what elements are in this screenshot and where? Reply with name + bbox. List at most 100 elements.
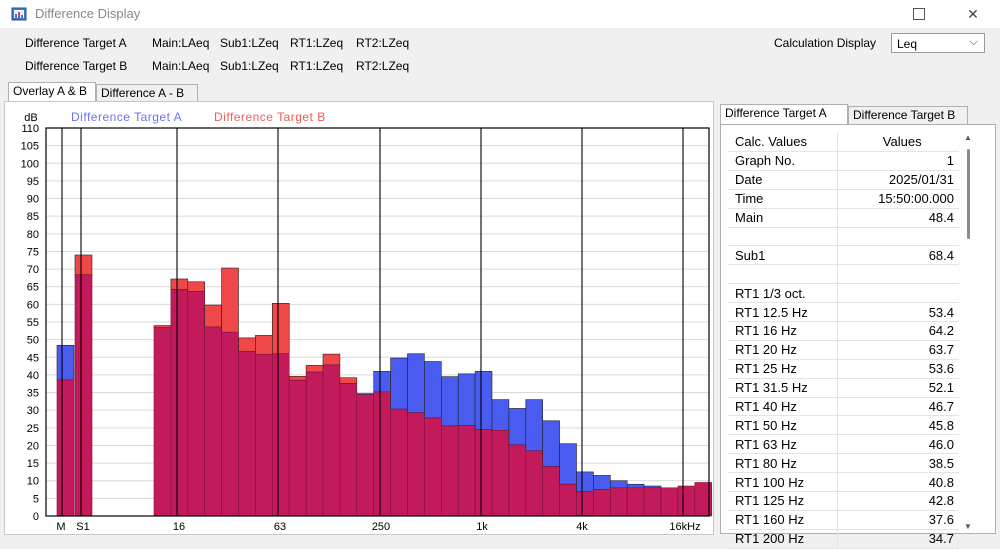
bar-target-a [593, 475, 611, 490]
row-name: RT1 100 Hz [728, 472, 839, 493]
bar-overlap [440, 425, 459, 517]
row-name: RT1 12.5 Hz [728, 302, 839, 323]
window-title: Difference Display [35, 6, 141, 21]
row-name: Graph No. [728, 151, 839, 171]
table-row[interactable]: RT1 25 Hz 53.6 [728, 359, 959, 379]
bar-target-a [474, 371, 493, 430]
scroll-up-icon[interactable]: ▲ [964, 133, 972, 142]
table-row[interactable]: Sub1 68.4 [728, 245, 959, 266]
row-value: 46.0 [837, 434, 959, 455]
table-row[interactable]: RT1 12.5 Hz 53.4 [728, 302, 959, 323]
target-b-main: Main:LAeq [152, 59, 210, 73]
vertical-scrollbar[interactable]: ▲ ▼ [961, 133, 975, 531]
table-row[interactable]: RT1 80 Hz 38.5 [728, 453, 959, 474]
row-value: 42.8 [837, 491, 959, 511]
tab-difference[interactable]: Difference A - B [96, 84, 198, 102]
bar-target-b [339, 377, 358, 384]
overlay-chart: 0 5 10 15 20 25 30 35 40 45 50 55 60 65 70 75 80 85 90 95 10… [21, 110, 712, 533]
table-row[interactable]: RT1 40 Hz 46.7 [728, 397, 959, 417]
bar-target-a [609, 480, 628, 489]
calc-display-label: Calculation Display [774, 36, 877, 50]
title-bar: Difference Display ✕ [0, 0, 1000, 28]
table-row[interactable] [728, 227, 959, 247]
bar-target-b [187, 281, 206, 292]
bar-overlap [74, 274, 93, 517]
row-name [728, 227, 839, 247]
bar-target-a [525, 399, 543, 452]
target-a-main: Main:LAeq [152, 36, 210, 50]
row-value: 63.7 [837, 340, 959, 360]
table-row[interactable]: RT1 63 Hz 46.0 [728, 434, 959, 455]
bar-target-b [305, 365, 324, 373]
row-name: RT1 1/3 oct. [728, 283, 839, 304]
target-b-rt1: RT1:LZeq [290, 59, 344, 73]
row-name: RT1 125 Hz [728, 491, 839, 511]
bar-target-a [407, 353, 425, 413]
bar-overlap [660, 487, 679, 517]
bar-target-b [74, 254, 93, 276]
table-row[interactable]: RT1 20 Hz 63.7 [728, 340, 959, 360]
table-row[interactable]: RT1 16 Hz 64.2 [728, 321, 959, 341]
y-tick-label: 100 [21, 158, 39, 170]
tab-overlay[interactable]: Overlay A & B [8, 82, 96, 102]
row-value: 52.1 [837, 378, 959, 398]
table-row[interactable]: RT1 160 Hz 37.6 [728, 510, 959, 530]
y-tick-label: 110 [21, 123, 39, 135]
table-row[interactable]: RT1 31.5 Hz 52.1 [728, 378, 959, 398]
row-name: RT1 160 Hz [728, 510, 839, 530]
table-row[interactable] [728, 264, 959, 285]
bar-overlap [221, 331, 239, 517]
bar-target-a [508, 408, 527, 446]
y-tick-label: 35 [27, 388, 39, 400]
table-row[interactable]: Time 15:50:00.000 [728, 189, 959, 209]
bar-target-a [373, 371, 391, 393]
bar-target-a [424, 361, 442, 419]
table-row[interactable]: RT1 200 Hz 34.7 [728, 529, 959, 549]
x-tick-label: 63 [274, 521, 286, 533]
table-row[interactable]: Main 48.4 [728, 208, 959, 228]
table-row[interactable]: RT1 125 Hz 42.8 [728, 491, 959, 511]
bar-overlap [255, 354, 273, 517]
tab-target-b-label: Difference Target B [853, 108, 956, 122]
y-tick-label: 95 [27, 176, 39, 188]
table-row[interactable]: RT1 50 Hz 45.8 [728, 415, 959, 436]
bar-target-a [390, 357, 408, 410]
bar-overlap [474, 429, 493, 517]
row-name [728, 264, 839, 285]
calc-display-select[interactable]: Leq ⌵ [891, 33, 985, 53]
tab-target-a[interactable]: Difference Target A [720, 104, 848, 124]
bar-overlap [339, 383, 358, 517]
row-name: RT1 16 Hz [728, 321, 839, 341]
scroll-down-icon[interactable]: ▼ [964, 522, 972, 531]
tab-overlay-label: Overlay A & B [13, 84, 88, 98]
y-tick-label: 75 [27, 246, 39, 258]
row-name: RT1 63 Hz [728, 434, 839, 455]
tab-difference-label: Difference A - B [101, 86, 185, 100]
bar-overlap [626, 487, 645, 517]
y-tick-label: 10 [27, 476, 39, 488]
bar-target-a [56, 344, 75, 381]
y-tick-label: 90 [27, 194, 39, 206]
y-tick-label: 40 [27, 370, 39, 382]
header-values: Values [837, 132, 959, 152]
row-value: 48.4 [837, 208, 959, 228]
tab-target-b[interactable]: Difference Target B [848, 106, 968, 124]
maximize-button[interactable] [896, 0, 942, 28]
calc-display-value: Leq [897, 37, 918, 51]
close-icon: ✕ [967, 5, 979, 22]
table-row[interactable]: Graph No. 1 [728, 151, 959, 171]
table-row[interactable]: Date 2025/01/31 [728, 170, 959, 190]
chevron-down-icon: ⌵ [969, 36, 978, 48]
bar-target-a [491, 399, 510, 431]
scroll-thumb[interactable] [967, 149, 970, 239]
values-table: Calc. Values Values Graph No. 1 Date 2025/0… [728, 132, 959, 549]
bar-target-b [238, 337, 256, 352]
maximize-icon [913, 8, 925, 20]
bar-target-a [559, 443, 577, 485]
table-row[interactable]: RT1 100 Hz 40.8 [728, 472, 959, 493]
bar-target-a [626, 483, 645, 489]
row-name: Time [728, 189, 839, 209]
row-value: 38.5 [837, 453, 959, 474]
close-button[interactable]: ✕ [950, 0, 996, 28]
table-row[interactable]: RT1 1/3 oct. [728, 283, 959, 304]
